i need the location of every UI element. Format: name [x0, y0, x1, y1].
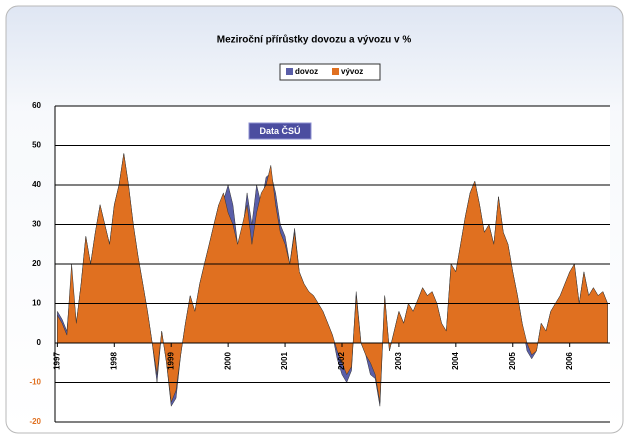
y-tick-label: -10 [29, 378, 41, 387]
x-tick-label: 2000 [223, 352, 232, 370]
x-tick-label: 2002 [337, 352, 346, 370]
x-tick-label: 1999 [166, 352, 175, 370]
x-tick-label: 2001 [280, 352, 289, 370]
legend: dovoz vývoz [279, 63, 381, 81]
legend-swatch [286, 68, 293, 75]
legend-label: vývoz [341, 67, 363, 76]
x-tick-label: 1998 [109, 352, 118, 370]
y-tick-label: 10 [32, 299, 41, 308]
y-tick-label: -20 [29, 417, 41, 426]
y-tick-label: 0 [37, 338, 42, 347]
y-tick-label: 60 [32, 101, 41, 110]
x-tick-label: 2005 [508, 352, 517, 370]
y-tick-label: 30 [32, 220, 41, 229]
legend-box [279, 63, 381, 81]
y-tick-label: 20 [32, 259, 41, 268]
annotation-box [248, 122, 312, 140]
chart-title: Meziroční přírůstky dovozu a vývozu v % [217, 34, 412, 46]
x-tick-label: 1997 [52, 352, 61, 370]
x-tick-label: 2003 [394, 352, 403, 370]
x-tick-label: 2004 [451, 352, 460, 370]
y-tick-label: 40 [32, 180, 41, 189]
legend-swatch [332, 68, 339, 75]
legend-label: dovoz [295, 67, 318, 76]
x-tick-label: 2006 [565, 352, 574, 370]
annotation: Data ČSÚ [259, 125, 300, 136]
y-tick-label: 50 [32, 141, 41, 150]
